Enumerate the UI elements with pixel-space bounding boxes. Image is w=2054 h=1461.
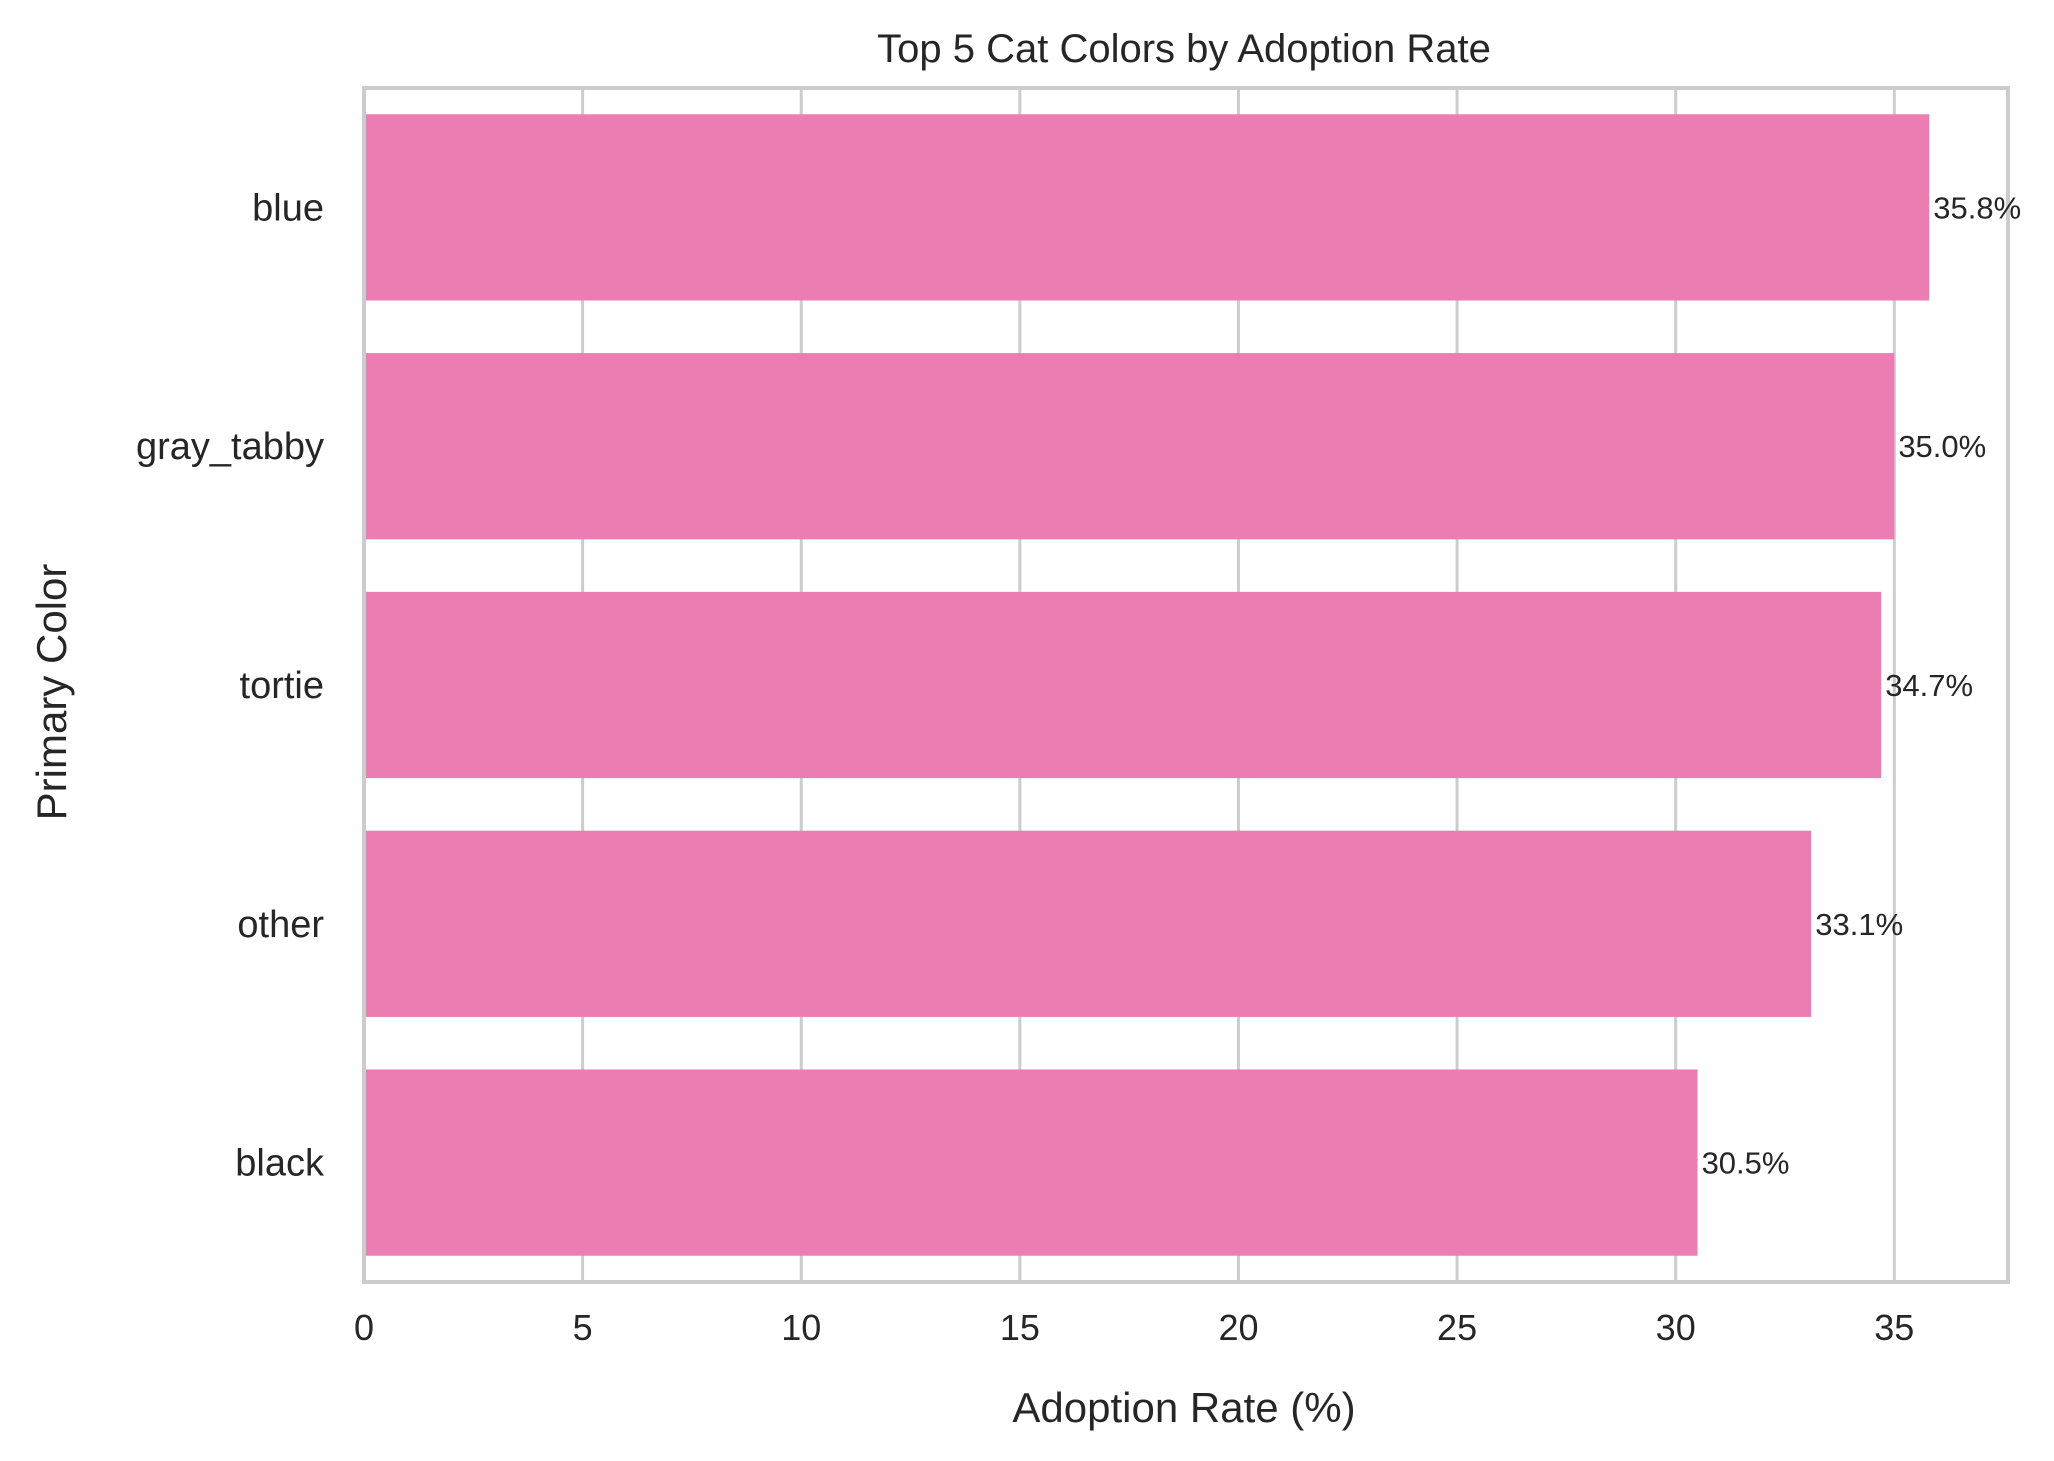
y-tick-label: other [237,904,324,946]
y-axis-label: Primary Color [28,564,75,821]
data-label: 30.5% [1702,1146,1790,1181]
x-tick-label: 20 [1218,1307,1258,1348]
y-tick-label: black [235,1143,325,1185]
data-label: 33.1% [1815,907,1903,942]
x-tick-label: 5 [573,1307,593,1348]
plot-frame [362,86,2010,1284]
x-tick-label: 25 [1437,1307,1477,1348]
x-tick-label: 15 [1000,1307,1040,1348]
x-tick-labels: 0 5 10 15 20 25 30 35 [354,1307,1914,1348]
bar [364,591,1882,779]
y-tick-label: blue [252,187,324,229]
y-tick-label: gray_tabby [136,426,324,468]
x-tick-label: 30 [1656,1307,1696,1348]
data-label: 34.7% [1885,668,1973,703]
x-tick-label: 35 [1874,1307,1914,1348]
x-tick-label: 10 [781,1307,821,1348]
chart-title: Top 5 Cat Colors by Adoption Rate [877,27,1491,71]
data-label: 35.8% [1933,190,2021,225]
bar [364,1069,1698,1256]
y-tick-label: tortie [240,665,324,707]
bar [364,830,1812,1017]
x-axis-label: Adoption Rate (%) [1012,1384,1355,1431]
data-labels: 35.8% 35.0% 34.7% 33.1% 30.5% [1702,190,2022,1180]
bar [364,353,1895,540]
bar [364,114,1930,301]
data-label: 35.0% [1898,429,1986,464]
bars [364,114,1930,1256]
x-tick-label: 0 [354,1307,374,1348]
